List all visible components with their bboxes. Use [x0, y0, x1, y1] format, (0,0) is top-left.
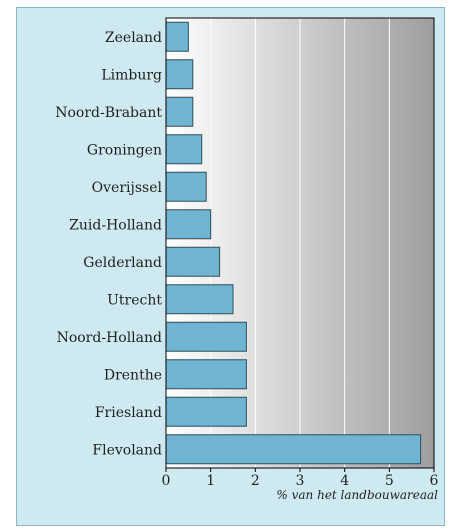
- x-tick-label: 6: [430, 473, 439, 489]
- bar-noord-holland: [165, 321, 247, 352]
- category-labels: Zeeland Limburg Noord-Brabant Groningen Over…: [55, 30, 162, 459]
- bar-zeeland: [165, 21, 189, 52]
- bar-friesland: [165, 396, 247, 427]
- bar-noord-brabant: [165, 96, 194, 127]
- category-label: Overijssel: [92, 180, 163, 196]
- bar-chart: Zeeland Limburg Noord-Brabant Groningen Over…: [55, 17, 439, 502]
- category-label: Noord-Holland: [57, 330, 162, 346]
- plot-frame: [165, 17, 435, 469]
- x-tick-label: 1: [206, 473, 215, 489]
- x-axis-title: % van het landbouwareaal: [276, 488, 438, 502]
- bar-flevoland: [165, 434, 422, 465]
- x-axis-ticks: 0 1 2 3 4 5 6: [162, 468, 439, 489]
- gridlines: [210, 18, 390, 468]
- category-label: Zuid-Holland: [69, 217, 162, 233]
- category-label: Gelderland: [83, 255, 162, 271]
- category-label: Friesland: [95, 405, 162, 421]
- category-label: Zeeland: [105, 30, 162, 46]
- bar-groningen: [165, 134, 203, 165]
- category-label: Utrecht: [107, 292, 162, 308]
- x-tick-label: 4: [340, 473, 349, 489]
- x-tick-label: 0: [162, 473, 171, 489]
- bar-utrecht: [165, 284, 234, 315]
- category-label: Limburg: [101, 67, 162, 83]
- category-label: Groningen: [87, 142, 162, 158]
- category-label: Flevoland: [92, 442, 162, 458]
- bar-zuid-holland: [165, 209, 212, 240]
- category-label: Noord-Brabant: [55, 105, 162, 121]
- bar-overijssel: [165, 171, 207, 202]
- x-tick-label: 5: [385, 473, 394, 489]
- bar-limburg: [165, 59, 194, 90]
- x-tick-label: 3: [296, 473, 305, 489]
- category-label: Drenthe: [104, 367, 162, 383]
- bar-gelderland: [165, 246, 221, 277]
- x-tick-label: 2: [251, 473, 260, 489]
- chart-panel: Zeeland Limburg Noord-Brabant Groningen Over…: [16, 7, 445, 526]
- bar-drenthe: [165, 359, 247, 390]
